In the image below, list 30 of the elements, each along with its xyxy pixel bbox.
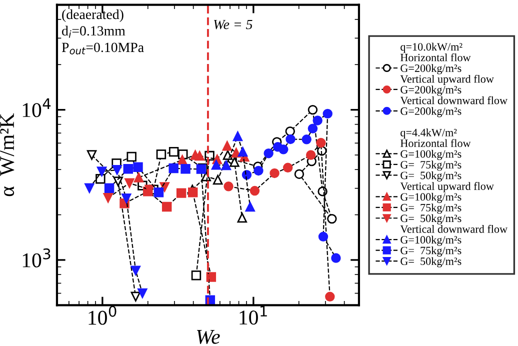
annotation: (deaerated)	[62, 9, 124, 22]
y-axis-title: α W/m²K	[0, 113, 14, 196]
legend-label: G= 50kg/m²s	[400, 171, 462, 182]
ref-line-label: We = 5	[214, 20, 252, 30]
legend-label: G=100kg/m²s	[400, 192, 462, 203]
text: q=4.4kW/m²	[400, 128, 457, 139]
x-tick-label: 10$^{0}$	[88, 306, 116, 325]
legend-label: G=200kg/m²s	[400, 64, 462, 74]
legend-label: G=200kg/m²s	[400, 86, 462, 96]
annotation: P$_{out}$=0.10MPa	[62, 42, 144, 54]
annotation: d$_{i}$=0.13mm	[62, 26, 126, 38]
legend-label: G= 50kg/m²s	[400, 257, 462, 268]
y-tick-label: 10$^{3}$	[22, 248, 50, 268]
text: Vertical upward flow	[400, 182, 494, 192]
text: Vertical downward flow	[400, 96, 508, 104]
text: Vertical downward flow	[400, 224, 508, 233]
text: Vertical upward flow	[400, 74, 494, 86]
x-axis-title: We	[197, 330, 220, 344]
legend-label: G=100kg/m²s	[400, 150, 462, 160]
y-tick-label: 10$^{4}$	[22, 98, 51, 118]
x-tick-label: 10$^{1}$	[240, 306, 267, 325]
legend-label: G= 75kg/m²s	[400, 160, 462, 171]
legend-label: G= 50kg/m²s	[400, 214, 462, 224]
text: Horizontal flow	[400, 139, 471, 148]
text: q=10.0kW/m²	[400, 42, 462, 53]
legend-label: G= 75kg/m²s	[400, 246, 462, 257]
legend-label: G=100kg/m²s	[400, 236, 462, 246]
legend-label: G=200kg/m²s	[400, 107, 462, 118]
legend-label: G= 75kg/m²s	[400, 204, 462, 214]
text: Horizontal flow	[400, 53, 471, 62]
